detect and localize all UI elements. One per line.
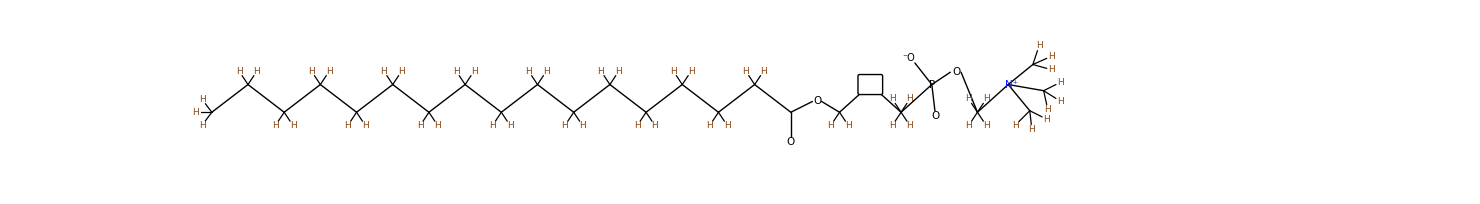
- Text: H: H: [907, 121, 913, 130]
- Text: ⁻O: ⁻O: [903, 53, 915, 63]
- Text: H: H: [453, 67, 460, 76]
- Text: H: H: [290, 121, 296, 130]
- Text: H: H: [198, 95, 206, 104]
- Text: H: H: [380, 67, 388, 76]
- Text: H: H: [1048, 52, 1055, 61]
- Text: H: H: [616, 67, 622, 76]
- Text: H: H: [561, 121, 568, 130]
- Text: H: H: [1029, 125, 1036, 134]
- Text: H: H: [688, 67, 694, 76]
- Text: H: H: [1012, 121, 1018, 130]
- Text: H: H: [743, 67, 749, 76]
- Text: H: H: [1036, 41, 1042, 50]
- FancyBboxPatch shape: [858, 74, 882, 94]
- Text: H: H: [827, 121, 835, 130]
- Text: H: H: [889, 94, 895, 103]
- Text: H: H: [761, 67, 767, 76]
- Text: O: O: [787, 137, 795, 147]
- Text: Abs: Abs: [863, 80, 878, 89]
- Text: H: H: [907, 94, 913, 103]
- Text: H: H: [308, 67, 315, 76]
- Text: H: H: [579, 121, 586, 130]
- Text: H: H: [1057, 78, 1064, 87]
- Text: H: H: [983, 121, 990, 130]
- Text: H: H: [198, 121, 206, 130]
- Text: H: H: [192, 108, 198, 117]
- Text: O: O: [814, 96, 821, 106]
- Text: H: H: [1045, 105, 1051, 114]
- Text: H: H: [724, 121, 731, 130]
- Text: N⁺: N⁺: [1005, 80, 1018, 90]
- Text: H: H: [598, 67, 604, 76]
- Text: O: O: [952, 67, 961, 77]
- Text: H: H: [253, 67, 260, 76]
- Text: H: H: [398, 67, 406, 76]
- Text: H: H: [345, 121, 351, 130]
- Text: H: H: [471, 67, 478, 76]
- Text: H: H: [417, 121, 423, 130]
- Text: P: P: [929, 80, 935, 90]
- Text: H: H: [706, 121, 713, 130]
- Text: H: H: [1057, 97, 1064, 106]
- Text: H: H: [670, 67, 676, 76]
- Text: H: H: [845, 121, 852, 130]
- Text: H: H: [965, 121, 972, 130]
- Text: H: H: [983, 94, 990, 103]
- Text: H: H: [435, 121, 441, 130]
- Text: O: O: [931, 111, 940, 121]
- Text: H: H: [1048, 65, 1055, 74]
- Text: H: H: [889, 121, 895, 130]
- Text: H: H: [1043, 115, 1051, 124]
- Text: H: H: [651, 121, 659, 130]
- Text: H: H: [543, 67, 549, 76]
- Text: H: H: [272, 121, 278, 130]
- Text: H: H: [633, 121, 641, 130]
- Text: H: H: [235, 67, 243, 76]
- Text: H: H: [326, 67, 333, 76]
- Text: H: H: [506, 121, 514, 130]
- Text: H: H: [965, 94, 972, 103]
- Text: H: H: [488, 121, 496, 130]
- Text: H: H: [363, 121, 369, 130]
- Text: H: H: [525, 67, 531, 76]
